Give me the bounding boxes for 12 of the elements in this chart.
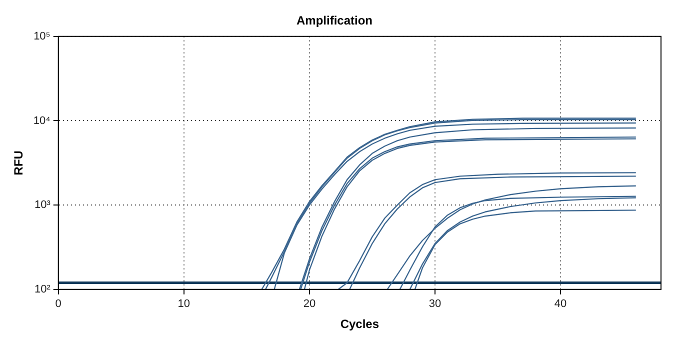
y-tick-label: 10³ [34, 199, 51, 212]
x-tick-label: 0 [55, 298, 62, 310]
x-tick-label: 40 [554, 298, 567, 310]
y-tick-label: 10⁵ [34, 30, 50, 42]
chart-title: Amplification [296, 14, 373, 28]
x-tick-label: 30 [428, 298, 442, 310]
x-tick-label: 10 [178, 298, 190, 310]
y-tick-label: 10² [34, 283, 51, 296]
y-axis-title: RFU [12, 150, 26, 176]
y-tick-label: 10⁴ [33, 114, 51, 127]
x-axis-title: Cycles [340, 317, 380, 332]
x-tick-label: 20 [303, 298, 316, 310]
